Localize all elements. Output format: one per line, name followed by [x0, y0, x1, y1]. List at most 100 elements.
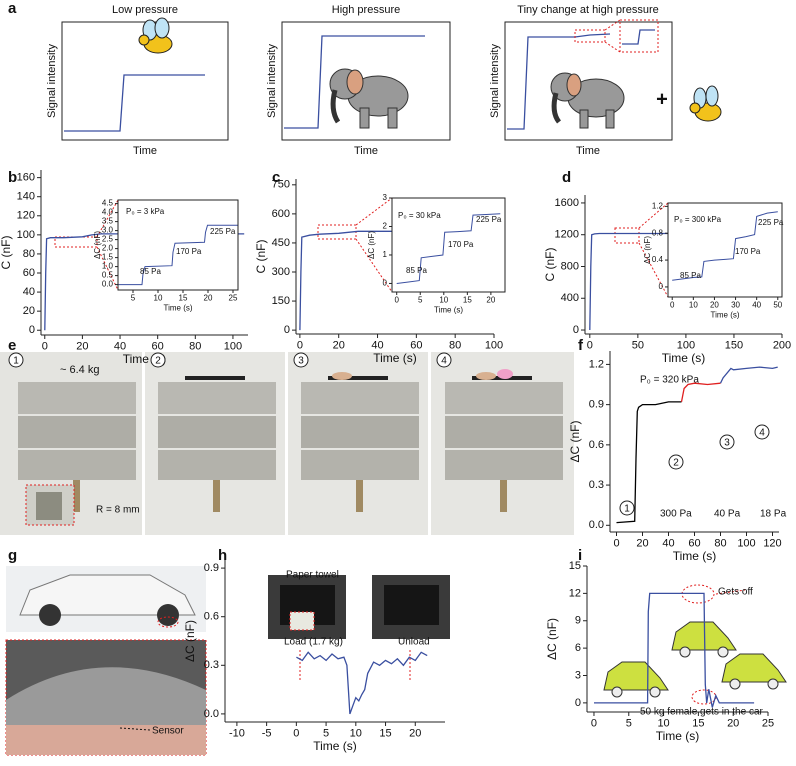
marker: 4	[759, 428, 765, 439]
x-tick-label: 5	[418, 296, 423, 305]
y-label: C (nF)	[543, 248, 557, 282]
marker-circle	[719, 434, 735, 450]
y-tick-label: 750	[272, 179, 290, 191]
pointer	[119, 727, 151, 731]
x-tick-label: 100	[737, 538, 755, 550]
y-tick-label: 400	[561, 292, 579, 304]
x-tick-label: 50	[773, 301, 782, 310]
schematic-line	[507, 33, 611, 130]
data-line	[118, 224, 238, 286]
y-tick-label: 20	[23, 305, 35, 317]
marker-circle	[436, 352, 452, 368]
y-label: Signal intensity	[489, 44, 501, 118]
x-tick-label: 20	[727, 718, 739, 730]
title: High pressure	[332, 4, 400, 16]
x-tick-label: 40	[752, 301, 761, 310]
inset-bg	[118, 200, 238, 290]
annotation: 225 Pa	[758, 218, 784, 227]
y-label: ΔC (nF)	[367, 231, 376, 259]
y-tick-label: 0	[29, 324, 35, 336]
x-tick-label: 20	[710, 301, 719, 310]
panel-label: e	[8, 337, 16, 354]
x-label: Time (s)	[673, 549, 717, 563]
x-tick-label: 120	[763, 538, 781, 550]
y-tick-label: 2.5	[102, 235, 114, 244]
x-tick-label: 0	[613, 538, 619, 550]
inset-bg	[392, 198, 505, 292]
y-tick-label: 0.9	[589, 399, 604, 411]
panel-label: d	[562, 169, 571, 186]
x-tick-label: 60	[688, 538, 700, 550]
annotation: 225 Pa	[210, 227, 236, 236]
annotation: Sensor	[152, 726, 184, 737]
frame	[281, 21, 451, 141]
y-tick-label: 120	[17, 210, 35, 222]
x-label: Time	[576, 145, 600, 157]
y-tick-label: 80	[23, 248, 35, 260]
x-tick-label: 80	[189, 341, 201, 353]
y-tick-label: 600	[272, 208, 290, 220]
y-tick-label: 0.0	[589, 519, 604, 531]
schematic-line	[284, 35, 425, 129]
y-tick-label: 9	[575, 615, 581, 627]
y-tick-label: 1600	[555, 197, 579, 209]
x-tick-label: 60	[152, 341, 164, 353]
data-line	[719, 366, 778, 384]
y-tick-label: 0.3	[589, 479, 604, 491]
x-tick-label: -10	[229, 728, 245, 740]
x-label: Time (s)	[656, 729, 700, 743]
marker: 3	[298, 356, 304, 367]
title: Tiny change at high pressure	[517, 4, 658, 16]
x-tick-label: 10	[350, 728, 362, 740]
schematic-line	[64, 74, 205, 132]
y-label: Signal intensity	[266, 44, 278, 118]
y-tick-label: 40	[23, 286, 35, 298]
y-tick-label: 0.5	[102, 271, 114, 280]
y-tick-label: 0.8	[652, 228, 664, 237]
bee	[689, 85, 722, 122]
x-tick-label: 5	[323, 728, 329, 740]
annotation: 300 Pa	[660, 509, 692, 520]
marker: 1	[624, 504, 630, 515]
annotation: 170 Pa	[176, 247, 202, 256]
y-label: ΔC (nF)	[93, 231, 102, 259]
zoom-box	[574, 29, 606, 43]
inset: 0 5 10 15 20 0 1 2 3 Time (s) ΔC (nF)	[367, 193, 506, 314]
marker-circle	[293, 352, 309, 368]
annotation: 170 Pa	[735, 247, 761, 256]
y-tick-label: 0.0	[204, 708, 219, 720]
x-tick-label: 40	[114, 341, 126, 353]
x-tick-label: 30	[731, 301, 740, 310]
y-label: C (nF)	[0, 236, 13, 270]
y-tick-label: 100	[17, 229, 35, 241]
annotation: 85 Pa	[406, 266, 427, 275]
marker: 2	[155, 356, 161, 367]
marker: 3	[724, 438, 730, 449]
y-tick-label: 0	[573, 324, 579, 336]
annotation: Paper towel	[286, 570, 339, 581]
y-tick-label: 140	[17, 191, 35, 203]
x-label: Time (s)	[163, 303, 192, 312]
data-line	[616, 401, 682, 524]
car	[19, 574, 196, 616]
x-tick-label: 15	[692, 718, 704, 730]
x-tick-label: 0	[670, 301, 675, 310]
annotation: Gets off	[718, 587, 753, 598]
x-tick-label: 15	[379, 728, 391, 740]
frame	[391, 197, 506, 293]
x-tick-label: 150	[725, 340, 743, 352]
wheel	[157, 604, 179, 626]
x-tick-label: 0	[591, 718, 597, 730]
x-tick-label: 80	[449, 340, 461, 352]
panel-label: i	[578, 547, 582, 564]
x-tick-label: 0	[394, 296, 399, 305]
y-tick-label: 0	[575, 697, 581, 709]
annotation: ~ 6.4 kg	[60, 364, 99, 376]
elephant	[329, 68, 409, 129]
x-tick-label: 20	[76, 341, 88, 353]
x-tick-label: 15	[463, 296, 472, 305]
annotation: 18 Pa	[760, 509, 787, 520]
annotation: P₀ = 30 kPa	[398, 211, 441, 220]
y-label: ΔC (nF)	[568, 420, 582, 462]
